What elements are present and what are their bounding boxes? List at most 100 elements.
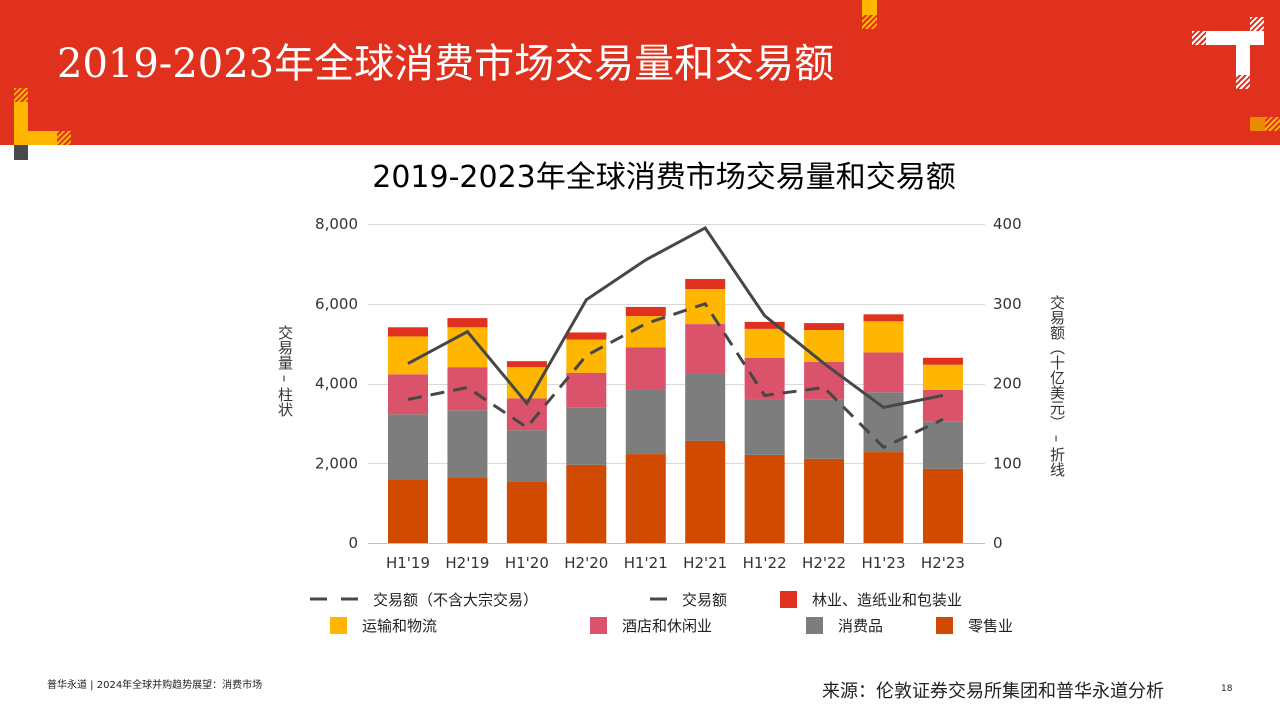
x-axis-category-label: H2'19 xyxy=(445,554,489,572)
legend-swatch xyxy=(590,616,607,634)
slide-title: 2019-2023年全球消费市场交易量和交易额 xyxy=(57,41,835,87)
bar-segment xyxy=(863,321,904,353)
bar-segment xyxy=(922,468,963,543)
right-axis: 0 100 200 300 400 xyxy=(993,215,1022,552)
bar-segment xyxy=(566,339,607,373)
legend-item-consumer-goods: 消费品 xyxy=(806,615,883,635)
bar-segment xyxy=(388,374,428,415)
legend-item-hospitality: 酒店和休闲业 xyxy=(590,615,712,635)
legend-item-retail: 零售业 xyxy=(936,615,1013,635)
decor-white-bar xyxy=(1236,45,1250,75)
legend-item-forestry: 林业、造纸业和包装业 xyxy=(780,589,962,609)
legend-swatch xyxy=(330,616,347,634)
bar-segment xyxy=(566,464,607,543)
x-axis-category-label: H2'20 xyxy=(564,554,608,572)
decor-hatched-square xyxy=(1250,17,1264,31)
solid-series-line xyxy=(407,226,944,410)
bar-segment xyxy=(625,389,666,455)
bar-segment xyxy=(922,421,963,469)
bar-stack xyxy=(506,361,547,543)
bar-segment xyxy=(447,478,488,543)
decor-hatched-square xyxy=(14,88,28,102)
bar-segment xyxy=(744,454,785,543)
bar-segment xyxy=(506,481,547,543)
legend-item-deal-value: 交易额 xyxy=(650,589,727,609)
bar-segment xyxy=(388,414,428,480)
bar-segment xyxy=(685,440,726,543)
left-axis-tick-label: 4,000 xyxy=(315,375,358,393)
legend-swatch xyxy=(936,616,953,634)
bar-stack xyxy=(863,314,904,543)
bar-segment xyxy=(804,330,845,362)
right-axis-tick-label: 400 xyxy=(993,215,1022,233)
chart-title: 2019-2023年全球消费市场交易量和交易额 xyxy=(372,160,956,195)
left-axis: 0 2,000 4,000 6,000 8,000 xyxy=(315,215,358,552)
legend-swatch xyxy=(806,616,823,634)
bar-segment xyxy=(506,367,547,399)
legend-label: 林业、造纸业和包装业 xyxy=(812,590,963,609)
right-axis-title: 交易额（十亿美元） – 折线 xyxy=(1048,295,1066,478)
dashed-line-legend-icon xyxy=(310,597,358,601)
x-axis-category-label: H1'19 xyxy=(386,554,430,572)
x-axis-category-label: H1'21 xyxy=(624,554,668,572)
decor-dark-square xyxy=(14,145,28,160)
bar-segment xyxy=(685,373,726,441)
x-axis-category-label: H1'20 xyxy=(505,554,549,572)
x-axis-category-label: H1'22 xyxy=(743,554,787,572)
bar-segment xyxy=(447,318,488,328)
legend-label: 酒店和休闲业 xyxy=(622,616,713,635)
bar-segment xyxy=(625,454,666,543)
bar-segment xyxy=(625,306,666,317)
x-axis-category-label: H1'23 xyxy=(861,554,905,572)
source-note: 来源：伦敦证券交易所集团和普华永道分析 xyxy=(822,681,1164,702)
bar-segment xyxy=(685,288,726,325)
legend-item-deal-value-excl-mega: 交易额（不含大宗交易） xyxy=(310,589,538,609)
x-axis-category-label: H2'21 xyxy=(683,554,727,572)
stacked-bars xyxy=(388,279,963,543)
bar-segment xyxy=(566,407,607,465)
x-axis: H1'19 H2'19 H1'20 H2'20 H1'21 H2'21 H1'22 H2'22… xyxy=(386,554,965,572)
solid-line-legend-icon xyxy=(650,597,667,601)
decor-yellow-square xyxy=(862,0,877,15)
bar-segment xyxy=(744,328,785,358)
left-axis-title: 交易量 – 柱状 xyxy=(276,325,294,418)
footer-document-title: 普华永道 | 2024年全球并购趋势展望：消费市场 xyxy=(47,680,263,691)
bar-segment xyxy=(744,321,785,329)
right-axis-tick-label: 300 xyxy=(993,295,1022,313)
decor-hatched-square xyxy=(1192,31,1206,45)
dashed-series-line xyxy=(407,301,944,450)
legend-label: 交易额（不含大宗交易） xyxy=(373,590,539,609)
bar-stack xyxy=(744,321,785,543)
right-axis-tick-label: 100 xyxy=(993,454,1022,472)
decor-yellow-bar xyxy=(14,102,28,145)
bar-segment xyxy=(388,327,428,337)
decor-yellow-bar xyxy=(28,131,57,145)
decor-hatched-square xyxy=(1265,117,1280,131)
bar-segment xyxy=(804,323,845,331)
bar-segment xyxy=(744,357,785,400)
bar-segment xyxy=(804,399,845,459)
bar-stack xyxy=(625,306,666,543)
bar-segment xyxy=(566,372,607,408)
bar-segment xyxy=(804,361,845,400)
decor-hatched-square xyxy=(862,15,877,29)
x-axis-category-label: H2'23 xyxy=(921,554,965,572)
bar-stack xyxy=(685,279,726,543)
bar-segment xyxy=(804,458,845,543)
left-axis-tick-label: 2,000 xyxy=(315,454,358,472)
decor-hatched-square xyxy=(57,131,71,145)
header-banner: 2019-2023年全球消费市场交易量和交易额 xyxy=(0,0,1280,145)
bar-segment xyxy=(863,452,904,543)
bar-stack xyxy=(388,327,428,543)
bar-segment xyxy=(685,279,726,289)
bar-segment xyxy=(625,347,666,390)
decor-white-bar xyxy=(1206,31,1264,45)
decor-hatched-square xyxy=(1236,75,1250,89)
legend-label: 运输和物流 xyxy=(362,616,438,635)
left-axis-tick-label: 0 xyxy=(348,534,358,552)
decor-orange-square xyxy=(1250,117,1265,131)
bar-segment xyxy=(388,479,428,543)
bar-stack xyxy=(922,357,963,543)
legend-label: 零售业 xyxy=(968,616,1014,635)
